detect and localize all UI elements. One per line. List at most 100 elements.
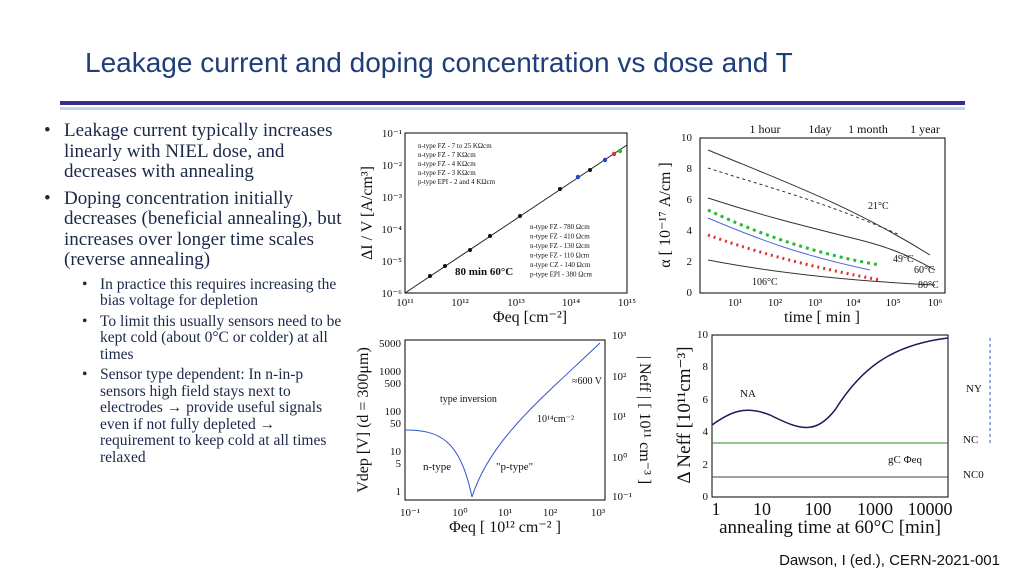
x-tick-label: 1000 bbox=[857, 499, 893, 519]
citation: Dawson, I (ed.), CERN-2021-001 bbox=[779, 552, 1000, 569]
y-axis-label: α [ 10⁻¹⁷ A/cm ] bbox=[657, 162, 674, 267]
time-label: 1 year bbox=[910, 122, 940, 136]
y-tick-label: 10⁻³ bbox=[382, 192, 403, 204]
bullet: Leakage current typically increases line… bbox=[40, 120, 350, 183]
y-tick-label: 0 bbox=[687, 287, 693, 299]
y2-tick-label: 10⁰ bbox=[612, 452, 628, 464]
annotation: 80°C bbox=[918, 280, 939, 291]
time-label: 1 month bbox=[848, 122, 888, 136]
x-tick-label: 10¹ bbox=[498, 507, 512, 519]
y2-tick-label: 10² bbox=[612, 371, 627, 383]
x-axis-label: Φeq [ 10¹² cm⁻² ] bbox=[449, 519, 561, 536]
x-tick-label: 10⁵ bbox=[886, 297, 901, 309]
y2-tick-label: 10¹ bbox=[612, 411, 626, 423]
title-rule bbox=[60, 107, 965, 110]
x-tick-label: 10¹⁴ bbox=[562, 297, 580, 309]
y-tick-label: 8 bbox=[687, 163, 693, 175]
bullet-list: Leakage current typically increases line… bbox=[40, 120, 350, 466]
legend-entry: p-type EPI - 2 and 4 KΩcm bbox=[418, 178, 496, 186]
x-tick-label: 10³ bbox=[591, 507, 606, 519]
y-tick-label: 5000 bbox=[379, 338, 402, 350]
annotation: 106°C bbox=[752, 277, 778, 288]
sub-bullet: In practice this requires increasing the… bbox=[78, 276, 350, 310]
annotation: ≈600 V bbox=[572, 376, 603, 387]
y-tick-label: 4 bbox=[703, 426, 709, 438]
annotation: 60°C bbox=[914, 265, 935, 276]
y-tick-label: 2 bbox=[687, 256, 693, 268]
time-label: 1day bbox=[808, 122, 831, 136]
sub-bullet: Sensor type dependent: In n-in-p sensors… bbox=[78, 366, 350, 466]
y-tick-label: 8 bbox=[703, 361, 709, 373]
x-tick-label: 10¹¹ bbox=[396, 297, 414, 309]
y-tick-label: 5 bbox=[396, 458, 402, 470]
x-tick-label: 10¹ bbox=[728, 297, 742, 309]
y-tick-label: 10⁻¹ bbox=[382, 128, 402, 140]
title-rule bbox=[60, 101, 965, 105]
legend-entry: n-type FZ - 7 to 25 KΩcm bbox=[418, 142, 492, 150]
legend-entry: n-type FZ - 7 KΩcm bbox=[418, 151, 476, 159]
annotation: 80 min 60°C bbox=[455, 266, 513, 278]
annotation: type inversion bbox=[440, 394, 497, 405]
x-axis-label: Φeq [cm⁻²] bbox=[493, 309, 567, 326]
x-tick-label: 10⁰ bbox=[452, 507, 468, 519]
legend-entry: p-type EPI - 380 Ωcm bbox=[530, 271, 593, 279]
y-tick-label: 10 bbox=[390, 446, 402, 458]
x-tick-label: 10¹⁵ bbox=[618, 297, 636, 309]
legend-entry: n-type FZ - 110 Ωcm bbox=[530, 252, 590, 260]
x-tick-label: 10000 bbox=[908, 499, 953, 519]
legend-entry: n-type FZ - 410 Ωcm bbox=[530, 233, 590, 241]
annotation: NY bbox=[966, 383, 982, 395]
annotation: n-type bbox=[423, 461, 451, 473]
y-tick-label: 10⁻⁵ bbox=[381, 256, 402, 268]
y-tick-label: 6 bbox=[687, 194, 693, 206]
legend-entry: n-type FZ - 130 Ωcm bbox=[530, 242, 590, 250]
y-axis-label: Vdep [V] (d = 300μm) bbox=[355, 347, 372, 493]
bullet: Doping concentration initially decreases… bbox=[40, 188, 350, 271]
y-tick-label: 1000 bbox=[379, 366, 402, 378]
x-tick-label: 1 bbox=[712, 499, 721, 519]
annotation: "p-type" bbox=[496, 461, 533, 473]
y-tick-label: 10 bbox=[681, 132, 693, 144]
annotation: NA bbox=[740, 388, 756, 400]
x-tick-label: 10² bbox=[768, 297, 783, 309]
y-tick-label: 6 bbox=[703, 394, 709, 406]
y-tick-label: 10⁻⁴ bbox=[381, 224, 402, 236]
y-tick-label: 10⁻² bbox=[382, 160, 403, 172]
x-tick-label: 10¹³ bbox=[507, 297, 525, 309]
y-tick-label: 4 bbox=[687, 225, 693, 237]
y-tick-label: 500 bbox=[385, 378, 402, 390]
y-tick-label: 10⁻⁶ bbox=[381, 288, 402, 300]
y2-tick-label: 10⁻¹ bbox=[612, 491, 632, 503]
time-label: 1 hour bbox=[750, 122, 781, 136]
sub-bullet: To limit this usually sensors need to be… bbox=[78, 313, 350, 364]
y-tick-label: 2 bbox=[703, 459, 709, 471]
x-tick-label: 10⁴ bbox=[846, 297, 861, 309]
x-tick-label: 10 bbox=[753, 499, 771, 519]
annotation: 10¹⁴cm⁻² bbox=[537, 414, 574, 425]
legend-entry: n-type FZ - 4 KΩcm bbox=[418, 160, 476, 168]
y-axis-label: Δ Neff [10¹¹cm⁻³] bbox=[674, 346, 695, 483]
x-tick-label: 10⁻¹ bbox=[400, 507, 420, 519]
annotation: NC0 bbox=[963, 469, 984, 481]
x-tick-label: 10¹² bbox=[451, 297, 469, 309]
y2-axis-label: | Neff | [ 10¹¹ cm⁻³ ] bbox=[636, 356, 653, 484]
y-axis-label: ΔI / V [A/cm³] bbox=[359, 166, 376, 260]
y-tick-label: 10 bbox=[697, 329, 709, 341]
x-axis-label: annealing time at 60°C [min] bbox=[719, 517, 941, 538]
annotation: 21°C bbox=[868, 201, 889, 212]
y-tick-label: 50 bbox=[390, 418, 402, 430]
annotation: NC bbox=[963, 434, 978, 446]
y2-tick-label: 10³ bbox=[612, 330, 627, 342]
x-tick-label: 10³ bbox=[808, 297, 823, 309]
y-tick-label: 0 bbox=[703, 491, 709, 503]
legend-entry: n-type FZ - 780 Ωcm bbox=[530, 223, 590, 231]
plot-curves bbox=[404, 144, 991, 498]
y-tick-label: 100 bbox=[385, 406, 402, 418]
legend-entry: n-type CZ - 140 Ωcm bbox=[530, 261, 591, 269]
legend-entry: n-type FZ - 3 KΩcm bbox=[418, 169, 476, 177]
plot-frames bbox=[404, 132, 949, 501]
slide-title: Leakage current and doping concentration… bbox=[85, 47, 793, 78]
annotation: gC Φeq bbox=[888, 454, 923, 466]
x-tick-label: 100 bbox=[805, 499, 832, 519]
